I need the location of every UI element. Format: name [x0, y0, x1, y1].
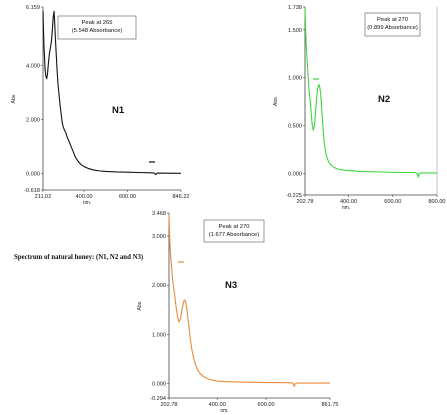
x-tick-label: 211.02 — [35, 194, 52, 200]
peak-annotation-text: (0.899 Absorbance) — [367, 25, 418, 31]
peak-annotation-box — [203, 219, 265, 243]
y-tick-label: 3.468 — [152, 211, 166, 217]
peak-annotation-text: (5.548 Absorbance) — [72, 28, 123, 34]
peak-annotation-text: Peak at 270 — [219, 224, 250, 230]
y-tick-label: 4.000 — [26, 63, 40, 69]
y-tick-label: -0.294 — [150, 396, 166, 402]
y-tick-label: 1.000 — [288, 76, 302, 82]
y-axis-label: Abs. — [11, 93, 17, 103]
x-tick-label: 600.00 — [384, 199, 401, 205]
series-label: N3 — [225, 280, 237, 291]
peak-annotation-text: (1.677 Absorbance) — [209, 232, 260, 238]
y-tick-label: 1.738 — [288, 5, 302, 11]
y-tick-label: 0.500 — [288, 124, 302, 130]
y-tick-label: 6.159 — [26, 5, 40, 11]
x-tick-label: 400.00 — [340, 199, 357, 205]
x-tick-label: 202.78 — [160, 402, 177, 408]
peak-annotation-text: Peak at 265 — [82, 20, 113, 26]
x-axis-label: nm. — [83, 200, 91, 206]
y-tick-label: 2.000 — [26, 117, 40, 123]
y-tick-label: 1.500 — [288, 28, 302, 34]
y-tick-label: 0.000 — [26, 171, 40, 177]
x-tick-label: 202.78 — [296, 199, 313, 205]
x-tick-label: 846.22 — [172, 194, 189, 200]
figure-caption: Spectrum of natural honey: (N1, N2 and N… — [14, 254, 144, 261]
x-axis-label: nm. — [220, 408, 228, 414]
x-tick-label: 400.00 — [76, 194, 93, 200]
x-tick-label: 861.75 — [321, 402, 338, 408]
x-tick-label: 600.00 — [257, 402, 274, 408]
y-axis-label: Abs. — [137, 300, 143, 310]
y-tick-label: 0.000 — [288, 171, 302, 177]
y-tick-label: 2.000 — [152, 283, 166, 289]
x-tick-label: 400.00 — [209, 402, 226, 408]
y-tick-label: 0.000 — [152, 382, 166, 388]
spectrum-line — [168, 214, 330, 388]
y-tick-label: -0.618 — [24, 188, 40, 194]
y-tick-label: 1.000 — [152, 332, 166, 338]
spectrum-line — [42, 10, 182, 176]
spectrum-line — [304, 8, 437, 178]
series-label: N2 — [378, 94, 390, 105]
y-tick-label: -0.225 — [286, 193, 302, 199]
peak-annotation-box — [364, 12, 421, 37]
peak-annotation-text: Peak at 270 — [377, 17, 408, 23]
x-tick-label: 800.00 — [428, 199, 445, 205]
x-axis-label: nm. — [342, 205, 350, 211]
series-label: N1 — [112, 105, 125, 116]
peak-annotation-box — [57, 15, 137, 40]
y-tick-label: 3.000 — [152, 234, 166, 240]
y-axis-label: Abs. — [273, 96, 279, 106]
x-tick-label: 600.00 — [119, 194, 136, 200]
